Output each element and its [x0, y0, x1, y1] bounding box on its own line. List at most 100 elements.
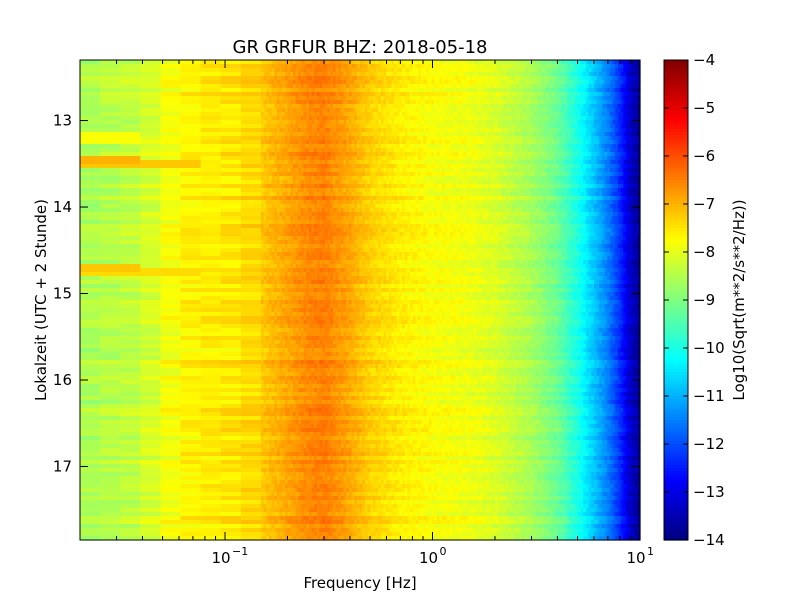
heatmap-cell [240, 88, 262, 93]
heatmap-cell [354, 140, 358, 145]
heatmap-cell [295, 64, 299, 69]
heatmap-cell [180, 184, 202, 189]
heatmap-cell [240, 64, 262, 69]
heatmap-cell [290, 92, 294, 97]
heatmap-cell [561, 156, 566, 161]
heatmap-cell [370, 136, 374, 141]
heatmap-cell [298, 112, 302, 117]
heatmap-cell [511, 76, 515, 81]
heatmap-cell [439, 168, 443, 173]
heatmap-cell [372, 128, 377, 133]
heatmap-cell [407, 168, 411, 173]
heatmap-cell [404, 68, 409, 73]
heatmap-cell [471, 100, 475, 105]
heatmap-cell [402, 168, 406, 173]
heatmap-cell [599, 172, 603, 177]
heatmap-cell [391, 104, 395, 109]
heatmap-cell [599, 104, 603, 109]
heatmap-cell [577, 84, 582, 89]
heatmap-cell [160, 68, 182, 73]
heatmap-cell [551, 164, 555, 169]
heatmap-cell [567, 156, 571, 161]
heatmap-cell [487, 132, 491, 137]
heatmap-cell [372, 100, 377, 105]
heatmap-cell [575, 112, 579, 117]
heatmap-cell [351, 120, 355, 125]
heatmap-cell [434, 104, 438, 109]
heatmap-cell [407, 136, 411, 141]
heatmap-cell [511, 96, 515, 101]
heatmap-cell [434, 172, 438, 177]
heatmap-cell [282, 120, 286, 125]
heatmap-cell [463, 120, 467, 125]
heatmap-cell [537, 120, 542, 125]
heatmap-cell [511, 84, 515, 89]
heatmap-cell [487, 136, 491, 141]
heatmap-cell [332, 76, 337, 81]
heatmap-cell [364, 112, 369, 117]
heatmap-cell [428, 96, 433, 101]
heatmap-cell [388, 108, 393, 113]
heatmap-cell [463, 64, 467, 69]
heatmap-cell [359, 152, 363, 157]
heatmap-cell [348, 152, 353, 157]
heatmap-cell [503, 60, 507, 65]
heatmap-cell [487, 64, 491, 69]
heatmap-cell [628, 68, 632, 73]
heatmap-cell [415, 84, 419, 89]
heatmap-cell [306, 124, 310, 129]
heatmap-cell [356, 68, 361, 73]
heatmap-cell [140, 108, 162, 113]
heatmap-cell [434, 140, 438, 145]
heatmap-cell [380, 80, 385, 85]
heatmap-cell [458, 176, 462, 181]
heatmap-cell [348, 180, 353, 185]
heatmap-cell [354, 172, 358, 177]
heatmap-cell [444, 144, 449, 149]
heatmap-cell [447, 108, 451, 113]
heatmap-cell [420, 132, 425, 137]
heatmap-cell [80, 76, 101, 81]
heatmap-cell [498, 156, 502, 161]
heatmap-cell [386, 128, 390, 133]
heatmap-cell [240, 124, 262, 129]
heatmap-cell [308, 72, 313, 77]
heatmap-cell [569, 120, 574, 125]
heatmap-cell [367, 100, 371, 105]
heatmap-cell [553, 76, 558, 81]
heatmap-cell [303, 148, 307, 153]
heatmap-cell [447, 176, 451, 181]
heatmap-cell [535, 124, 539, 129]
heatmap-cell [633, 92, 638, 97]
heatmap-cell [498, 136, 502, 141]
heatmap-cell [263, 168, 267, 173]
heatmap-cell [322, 164, 326, 169]
heatmap-cell [308, 168, 313, 173]
heatmap-cell [276, 104, 281, 109]
heatmap-cell [287, 124, 291, 129]
heatmap-cell [604, 164, 608, 169]
heatmap-cell [378, 60, 382, 65]
heatmap-cell [529, 112, 534, 117]
heatmap-cell [423, 92, 427, 97]
heatmap-cell [410, 180, 414, 185]
heatmap-cell [303, 84, 307, 89]
heatmap-cell [276, 100, 281, 105]
heatmap-cell [160, 176, 182, 181]
heatmap-cell [220, 172, 242, 177]
heatmap-cell [399, 104, 403, 109]
heatmap-cell [532, 72, 536, 77]
heatmap-cell [367, 168, 371, 173]
heatmap-cell [524, 92, 528, 97]
heatmap-cell [399, 80, 403, 85]
heatmap-cell [567, 140, 571, 145]
heatmap-cell [311, 124, 315, 129]
heatmap-cell [468, 132, 472, 137]
heatmap-cell [338, 64, 342, 69]
heatmap-cell [506, 108, 510, 113]
heatmap-cell [322, 136, 326, 141]
heatmap-cell [295, 144, 299, 149]
heatmap-cell [386, 72, 390, 77]
heatmap-cell [588, 136, 592, 141]
heatmap-cell [279, 112, 283, 117]
